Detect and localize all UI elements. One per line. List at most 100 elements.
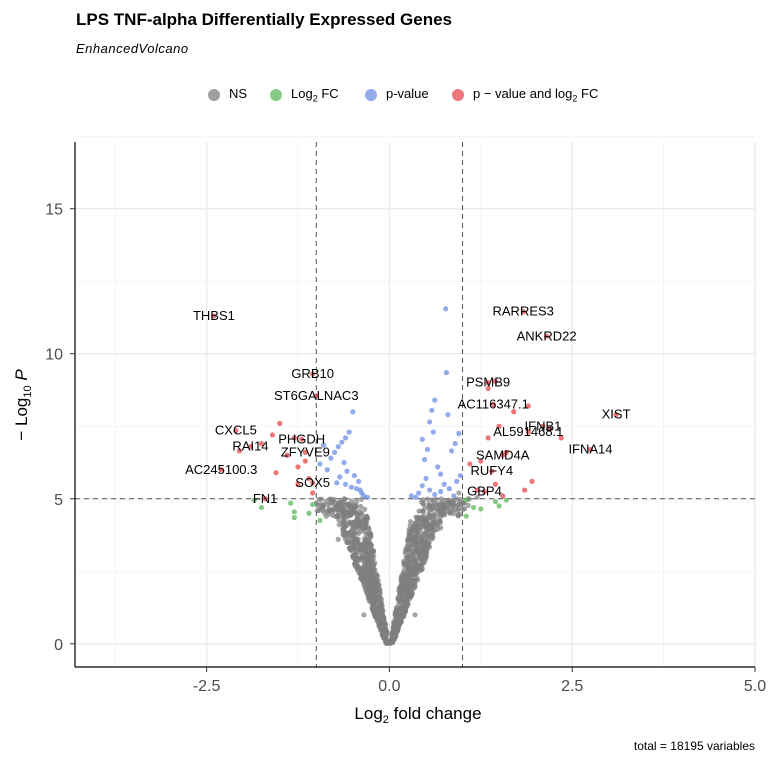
ns-point <box>401 610 408 616</box>
ns-point <box>407 519 414 525</box>
legend-label-ns: NS <box>229 86 248 101</box>
gene-point-rai14 <box>247 443 254 450</box>
ns-point <box>434 507 441 513</box>
gene-label-zfyve9: ZFYVE9 <box>281 444 330 459</box>
pvalue-point <box>350 409 356 415</box>
x-tick-label: 5.0 <box>744 678 766 695</box>
gene-label-psmb9: PSMB9 <box>466 375 510 390</box>
ns-point <box>419 542 425 548</box>
gene-point-samd4a <box>500 452 506 458</box>
gene-label-ac116347-1: AC116347.1 <box>458 397 529 412</box>
ns-point <box>380 619 386 625</box>
gene-label-ac245100-3: AC245100.3 <box>185 462 257 477</box>
gene-label-rufy4: RUFY4 <box>470 463 513 478</box>
ns-point <box>361 579 368 585</box>
ns-point <box>381 615 387 621</box>
ns-point <box>373 597 379 604</box>
data-points <box>211 306 619 524</box>
gene-point-psmb9 <box>485 380 491 386</box>
legend-swatch-ns <box>208 89 220 101</box>
legend-label-pvalue: p-value <box>386 86 429 101</box>
ns-point <box>354 515 361 521</box>
ns-point <box>354 537 360 543</box>
ns-point <box>425 542 431 549</box>
ns-point <box>368 542 374 549</box>
ns-point <box>406 564 412 570</box>
pvalue-and-fc-point <box>522 487 528 493</box>
chart-title: LPS TNF-alpha Differentially Expressed G… <box>76 10 453 29</box>
ns-point <box>376 620 382 627</box>
ns-point <box>352 562 358 568</box>
gene-label-ankrd22: ANKRD22 <box>517 328 577 343</box>
y-tick-label: 15 <box>45 202 63 219</box>
pvalue-point <box>337 474 343 480</box>
ns-point <box>424 521 430 527</box>
ns-point <box>342 510 348 516</box>
pvalue-and-fc-point <box>558 435 564 441</box>
pvalue-point <box>317 461 323 467</box>
ns-point <box>356 557 363 563</box>
pvalue-and-fc-point <box>496 423 502 429</box>
ns-point <box>411 585 417 591</box>
ns-point <box>378 603 384 609</box>
pvalue-point <box>424 446 431 453</box>
pvalue-and-fc-point <box>295 464 301 470</box>
pvalue-and-fc-point <box>525 403 531 409</box>
ns-point <box>408 573 414 579</box>
chart-subtitle: EnhancedVolcano <box>76 41 189 56</box>
gene-label-grb10: GRB10 <box>291 366 334 381</box>
pvalue-and-fc-point <box>269 432 276 438</box>
ns-point-cloud <box>313 490 480 647</box>
x-tick-label: -2.5 <box>193 678 221 695</box>
ns-point <box>350 545 357 551</box>
gene-label-rai14: RAI14 <box>232 439 268 454</box>
gene-point-rarres3 <box>520 309 526 315</box>
ns-point <box>421 560 427 566</box>
pvalue-point <box>456 430 462 437</box>
pvalue-and-fc-point <box>503 449 509 455</box>
ns-point <box>359 545 365 551</box>
gene-point-ac116347-1 <box>490 401 496 408</box>
ns-point <box>407 589 413 595</box>
log2fc-point <box>291 509 297 515</box>
ns-point <box>363 515 369 521</box>
ns-point <box>399 582 405 588</box>
ns-point <box>417 556 423 562</box>
ns-point <box>426 502 432 509</box>
pvalue-and-fc-point <box>547 426 553 432</box>
ns-point <box>346 545 353 551</box>
pvalue-and-fc-point <box>310 490 316 496</box>
pvalue-point <box>451 493 457 499</box>
ns-point <box>379 626 386 632</box>
gene-label-gbp4: GBP4 <box>467 484 502 499</box>
log2fc-point <box>463 513 469 519</box>
pvalue-and-fc-point <box>291 435 297 441</box>
pvalue-point <box>356 478 362 484</box>
ns-point <box>373 602 379 608</box>
ns-point <box>411 528 418 534</box>
pvalue-and-fc-point <box>258 441 265 447</box>
gene-point-phgdh <box>299 436 305 442</box>
pvalue-point <box>419 483 425 489</box>
gene-point-grb10 <box>310 371 316 377</box>
ns-point <box>437 511 443 517</box>
ns-point <box>352 530 358 536</box>
pvalue-point <box>441 481 447 487</box>
ns-point <box>447 504 454 510</box>
gene-point-al591468-1 <box>525 429 531 435</box>
axes: -2.5 0.0 2.5 5.0 0 5 10 15 <box>45 142 766 695</box>
ns-point <box>425 515 432 521</box>
pvalue-and-fc-point <box>511 409 517 415</box>
ns-point <box>353 526 359 532</box>
ns-point <box>349 498 355 504</box>
ns-point <box>474 494 480 500</box>
ns-point <box>447 500 453 506</box>
pvalue-point <box>423 475 429 482</box>
pvalue-point <box>334 480 340 486</box>
log2fc-point <box>291 515 297 521</box>
gene-label-samd4a: SAMD4A <box>476 447 530 462</box>
ns-point <box>429 531 435 538</box>
log2fc-point <box>478 506 484 512</box>
pvalue-point <box>408 493 414 499</box>
pvalue-point <box>446 486 452 492</box>
